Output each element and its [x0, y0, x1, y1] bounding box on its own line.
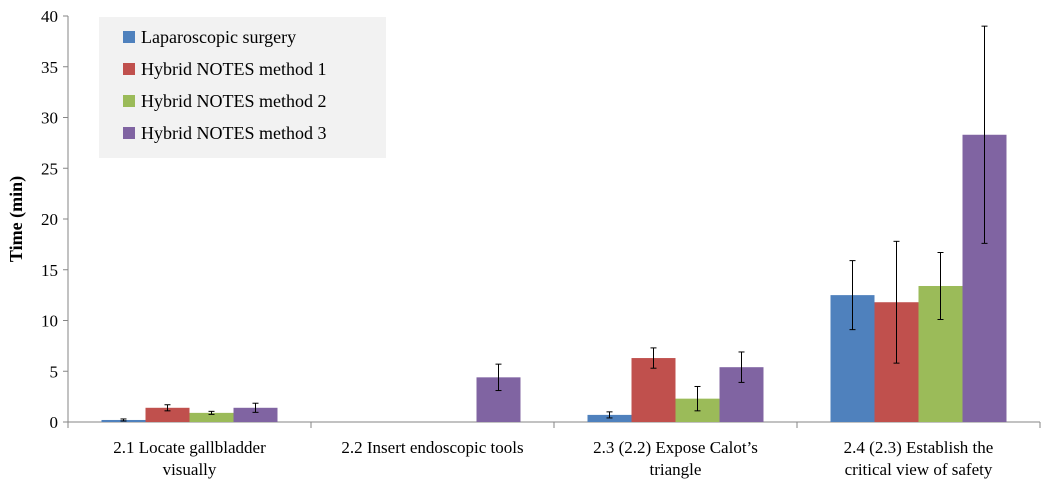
y-tick-label: 5: [50, 362, 59, 381]
x-category-label-line: visually: [163, 460, 217, 479]
bar: [587, 414, 632, 422]
y-tick-label: 0: [50, 413, 59, 432]
x-category-label-line: critical view of safety: [845, 460, 993, 479]
plot-area: 0 5 10 15 20 25 30 35 40 2.1 Locate gallbladder vi…: [41, 7, 1041, 479]
bar: [145, 407, 190, 422]
bar: [189, 412, 234, 422]
y-tick-label: 20: [41, 210, 58, 229]
y-tick-label: 15: [41, 261, 58, 280]
y-tick-label: 40: [41, 7, 58, 26]
legend: Laparoscopic surgery Hybrid NOTES method …: [99, 17, 386, 158]
legend-label: Hybrid NOTES method 2: [141, 91, 326, 111]
legend-box: [99, 17, 386, 158]
legend-swatch: [123, 31, 135, 43]
legend-swatch: [123, 95, 135, 107]
legend-swatch: [123, 63, 135, 75]
x-category-label-line: 2.1 Locate gallbladder: [113, 438, 266, 457]
y-tick-label: 10: [41, 312, 58, 331]
legend-label: Laparoscopic surgery: [141, 27, 296, 47]
x-category-label: 2.1 Locate gallbladder visually: [113, 438, 266, 479]
x-category-label-line: 2.2 Insert endoscopic tools: [341, 438, 523, 457]
legend-swatch: [123, 127, 135, 139]
bar: [631, 358, 676, 422]
x-category-label: 2.3 (2.2) Expose Calot’s triangle: [593, 438, 758, 479]
y-tick-label: 35: [41, 58, 58, 77]
legend-label: Hybrid NOTES method 1: [141, 59, 326, 79]
y-tick-label: 30: [41, 109, 58, 128]
legend-label: Hybrid NOTES method 3: [141, 123, 326, 143]
y-axis-title: Time (min): [6, 176, 27, 262]
x-category-label: 2.2 Insert endoscopic tools: [341, 438, 523, 457]
x-category-label-line: triangle: [650, 460, 702, 479]
x-category-label: 2.4 (2.3) Establish the critical view of …: [844, 438, 994, 479]
x-category-label-line: 2.3 (2.2) Expose Calot’s: [593, 438, 758, 457]
y-tick-label: 25: [41, 159, 58, 178]
x-category-label-line: 2.4 (2.3) Establish the: [844, 438, 994, 457]
bar: [233, 407, 278, 422]
